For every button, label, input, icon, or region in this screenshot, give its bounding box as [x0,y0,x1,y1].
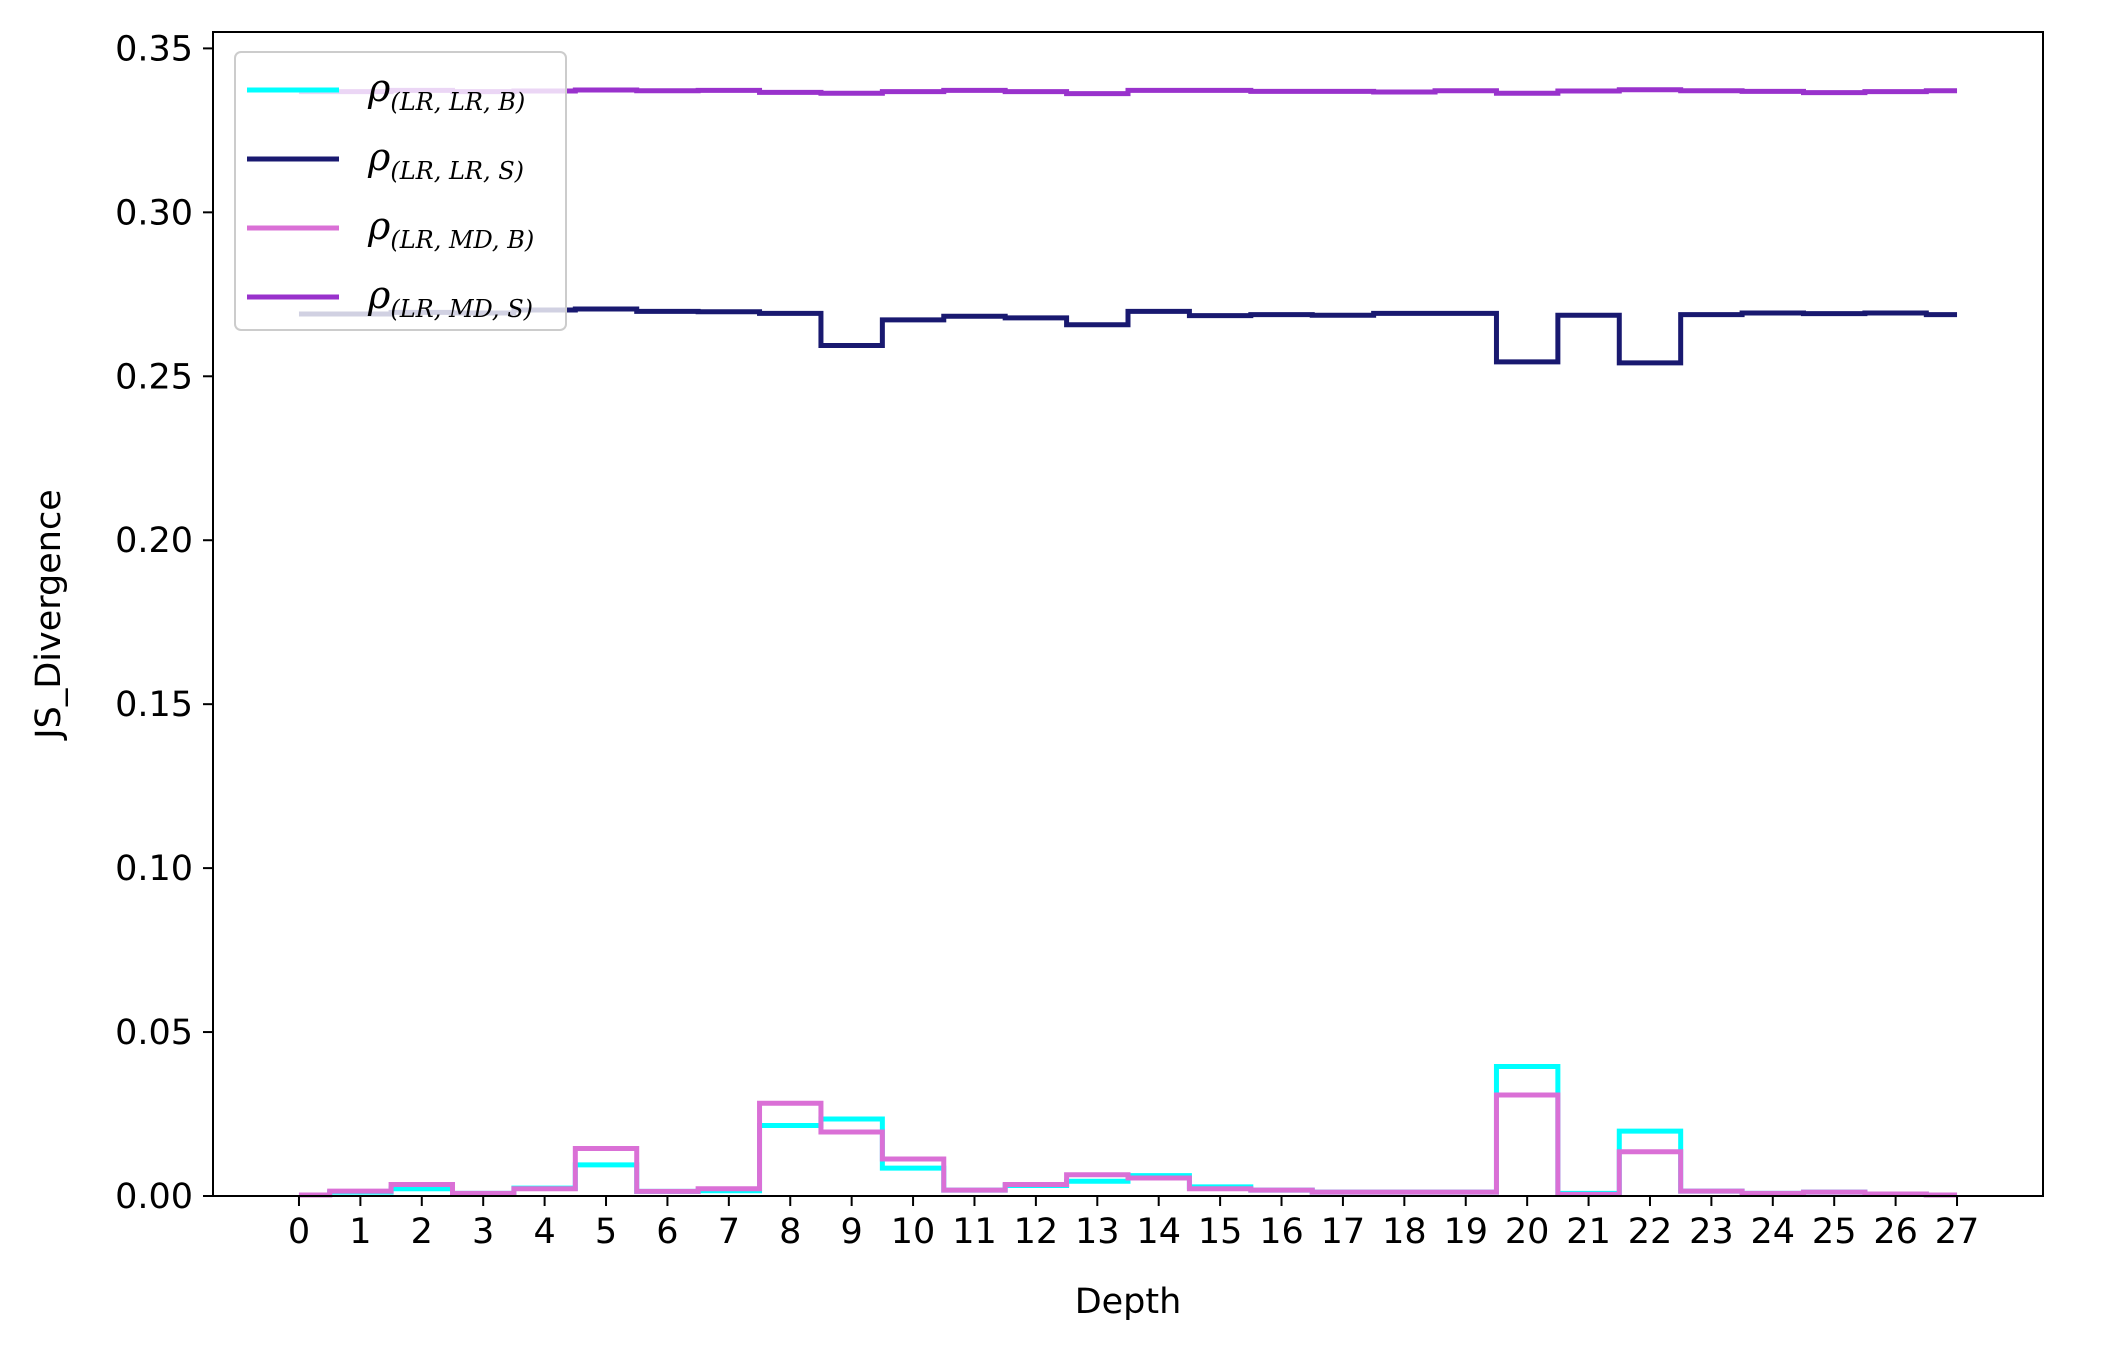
legend-label: ρ(LR, LR, S) [367,135,524,185]
legend-label-base: ρ [367,135,391,179]
legend-label: ρ(LR, MD, B) [367,204,534,254]
x-tick-label: 23 [1689,1212,1734,1252]
x-tick-label: 25 [1812,1212,1857,1252]
x-tick-label: 24 [1751,1212,1796,1252]
x-tick-label: 3 [472,1212,494,1252]
series-line-3 [298,1092,1958,1198]
x-tick-label: 22 [1628,1212,1673,1252]
x-tick-label: 15 [1198,1212,1243,1252]
x-tick-label: 20 [1505,1212,1550,1252]
legend-item: ρ(LR, LR, S) [247,135,524,185]
legend-box [234,51,567,331]
x-tick-label: 12 [1014,1212,1059,1252]
legend-label-base: ρ [367,66,391,110]
series-line-2 [298,306,1958,366]
x-tick-label: 14 [1136,1212,1181,1252]
y-tick-label: 0.30 [115,193,193,233]
legend-item: ρ(LR, MD, B) [247,204,534,254]
legend: ρ(LR, LR, B)ρ(LR, LR, S)ρ(LR, MD, B)ρ(LR… [234,51,567,331]
x-axis-title: Depth [1075,1282,1182,1322]
x-tick-label: 6 [656,1212,678,1252]
x-tick-label: 17 [1321,1212,1366,1252]
legend-label-subscript: (LR, MD, S) [390,295,533,323]
legend-label: ρ(LR, MD, S) [367,273,533,323]
x-tick-label: 1 [349,1212,371,1252]
x-tick-label: 4 [533,1212,555,1252]
x-tick-label: 10 [891,1212,936,1252]
x-tick-label: 0 [288,1212,310,1252]
y-tick-label: 0.10 [115,849,193,889]
y-tick-label: 0.00 [115,1177,193,1217]
legend-label-subscript: (LR, LR, B) [390,88,525,116]
plot-lines [298,87,1958,1198]
legend-item: ρ(LR, MD, S) [247,273,533,323]
x-tick-label: 9 [841,1212,863,1252]
legend-label-base: ρ [367,204,391,248]
y-tick-label: 0.05 [115,1013,193,1053]
legend-label: ρ(LR, LR, B) [367,66,525,116]
legend-label-subscript: (LR, LR, S) [390,157,524,185]
y-tick-label: 0.15 [115,685,193,725]
x-axis: 0 1 2 3 4 5 6 7 8 9 10 11 12 13 14 15 16 17 18 19 20 21 22 23 24… [288,1196,1979,1252]
x-tick-label: 16 [1259,1212,1304,1252]
x-tick-label: 18 [1382,1212,1427,1252]
x-tick-label: 2 [411,1212,433,1252]
x-tick-label: 19 [1443,1212,1488,1252]
x-tick-label: 7 [718,1212,740,1252]
series-line-4 [298,87,1958,97]
legend-label-subscript: (LR, MD, B) [390,226,534,254]
y-axis-title: JS_Divergence [29,489,69,740]
x-tick-label: 8 [779,1212,801,1252]
x-tick-label: 21 [1566,1212,1611,1252]
legend-item: ρ(LR, LR, B) [247,66,525,116]
legend-label-base: ρ [367,273,391,317]
y-tick-label: 0.35 [115,29,193,69]
x-tick-label: 27 [1935,1212,1980,1252]
x-tick-label: 26 [1873,1212,1918,1252]
x-tick-label: 11 [952,1212,997,1252]
y-tick-label: 0.20 [115,521,193,561]
x-tick-label: 5 [595,1212,617,1252]
axes-frame [212,31,2044,1197]
y-axis: 0.00 0.05 0.10 0.15 0.20 0.25 0.30 0.35 [115,29,213,1217]
x-tick-label: 13 [1075,1212,1120,1252]
y-tick-label: 0.25 [115,357,193,397]
